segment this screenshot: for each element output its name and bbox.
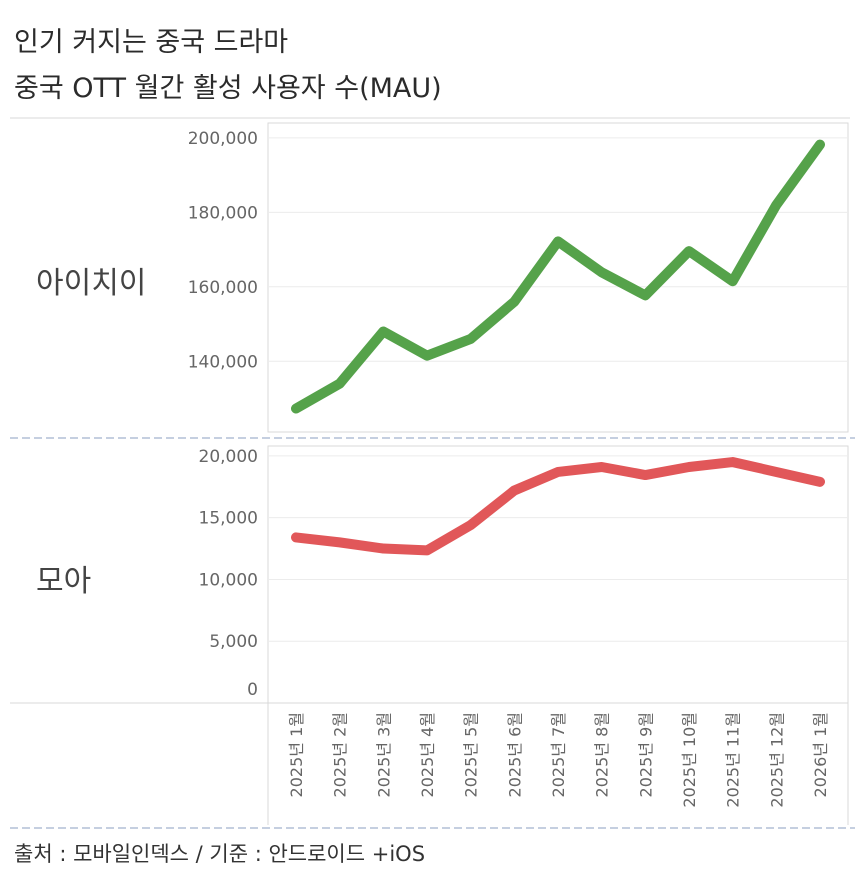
x-tick-label: 2025년 2월 <box>331 712 350 797</box>
y-tick-label: 20,000 <box>199 447 258 467</box>
x-tick-label: 2025년 9월 <box>636 712 655 797</box>
x-tick-label: 2025년 5월 <box>462 712 481 797</box>
series-line-moa <box>291 457 825 556</box>
x-tick-label: 2025년 6월 <box>505 712 524 797</box>
x-tick-label: 2025년 4월 <box>418 712 437 797</box>
x-tick-label: 2026년 1월 <box>811 712 830 797</box>
y-tick-label: 160,000 <box>188 278 258 298</box>
x-tick-label: 2025년 7월 <box>549 712 568 797</box>
x-tick-label: 2025년 12월 <box>767 712 786 808</box>
chart-subtitle: 중국 OTT 월간 활성 사용자 수(MAU) <box>14 73 442 104</box>
plot-frame-moa <box>267 445 849 704</box>
source-note: 출처 : 모바일인덱스 / 기준 : 안드로이드 +iOS <box>14 842 426 866</box>
row-label-moa: 모아 <box>36 564 92 599</box>
x-tick-label: 2025년 10월 <box>680 712 699 808</box>
x-tick-label: 2025년 1월 <box>287 712 306 797</box>
chart-title: 인기 커지는 중국 드라마 <box>14 27 289 58</box>
y-tick-label: 140,000 <box>188 352 258 372</box>
y-tick-label: 0 <box>247 680 258 700</box>
row-label-iqiyi: 아이치이 <box>36 266 147 301</box>
x-tick-label: 2025년 11월 <box>724 712 743 808</box>
x-tick-label: 2025년 8월 <box>593 712 612 797</box>
plot-frame-iqiyi <box>267 122 849 433</box>
series-line-iqiyi <box>291 139 825 414</box>
y-tick-label: 5,000 <box>209 632 258 652</box>
y-tick-label: 200,000 <box>188 129 258 149</box>
y-tick-label: 10,000 <box>199 570 258 590</box>
y-tick-label: 180,000 <box>188 203 258 223</box>
y-tick-label: 15,000 <box>199 509 258 529</box>
x-tick-label: 2025년 3월 <box>374 712 393 797</box>
